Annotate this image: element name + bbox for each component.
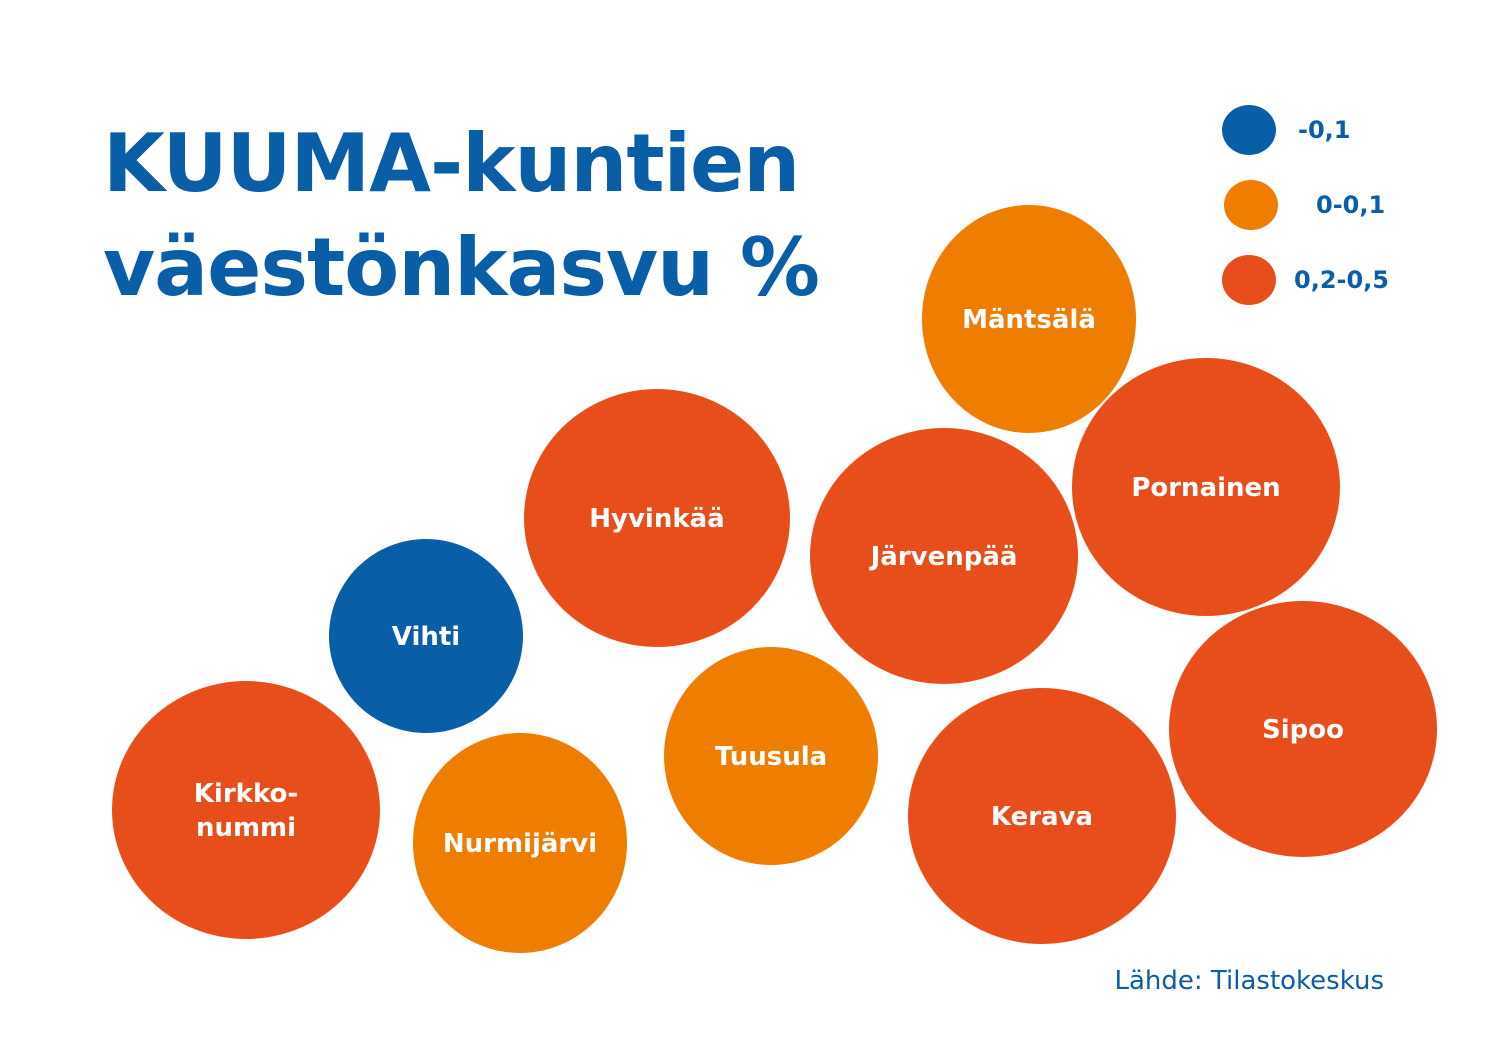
bubble-label-jarvenpaa: Järvenpää bbox=[869, 542, 1018, 572]
bubble-kerava bbox=[908, 688, 1176, 944]
bubble-label-kirkkonummi: Kirkko- bbox=[194, 779, 298, 809]
chart-title: KUUMA-kuntien väestönkasvu % bbox=[103, 112, 820, 320]
bubble-hyvinkaa bbox=[524, 389, 790, 647]
bubble-label-kerava: Kerava bbox=[991, 802, 1093, 832]
bubble-label-sipoo: Sipoo bbox=[1262, 715, 1344, 745]
bubble-jarvenpaa bbox=[810, 428, 1078, 684]
bubble-label-tuusula: Tuusula bbox=[715, 742, 827, 772]
bubbles-group: Mäntsälä Pornainen Hyvinkää Järvenpää Vihti S… bbox=[112, 205, 1437, 953]
bubble-kirkkonummi bbox=[112, 681, 380, 939]
legend-swatch-high bbox=[1222, 255, 1276, 305]
bubble-vihti bbox=[329, 539, 523, 733]
legend-label-high: 0,2-0,5 bbox=[1294, 266, 1389, 294]
legend-swatch-low bbox=[1224, 180, 1278, 230]
bubble-tuusula bbox=[664, 647, 878, 865]
title-line-1: KUUMA-kuntien bbox=[103, 117, 800, 210]
bubble-label-pornainen: Pornainen bbox=[1131, 473, 1280, 503]
bubble-label-nurmijarvi: Nurmijärvi bbox=[443, 829, 597, 859]
bubble-label-vihti: Vihti bbox=[392, 622, 460, 652]
legend-label-low: 0-0,1 bbox=[1316, 191, 1385, 219]
legend-swatch-negative bbox=[1222, 105, 1276, 155]
legend-label-negative: -0,1 bbox=[1298, 116, 1350, 144]
bubble-nurmijarvi bbox=[413, 733, 627, 953]
title-line-2: väestönkasvu % bbox=[103, 221, 820, 314]
bubble-label-hyvinkaa: Hyvinkää bbox=[589, 504, 724, 534]
source-note: Lähde: Tilastokeskus bbox=[1114, 966, 1384, 996]
bubble-mantsala bbox=[922, 205, 1136, 433]
bubble-label-mantsala: Mäntsälä bbox=[962, 305, 1096, 335]
legend: -0,1 0-0,1 0,2-0,5 bbox=[1222, 105, 1389, 305]
bubble-sipoo bbox=[1169, 601, 1437, 857]
bubble-pornainen bbox=[1072, 358, 1340, 616]
bubble-label-kirkkonummi: nummi bbox=[196, 813, 296, 843]
